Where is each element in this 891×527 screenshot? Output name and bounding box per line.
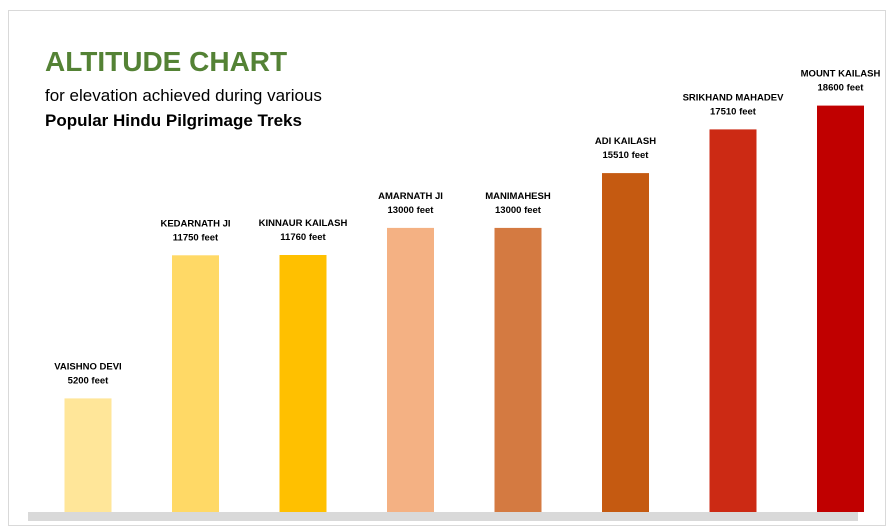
data-label-category-srikhand-mahadev: SRIKHAND MAHADEV — [683, 92, 784, 103]
data-label-value-kinnaur-kailash: 11760 feet — [280, 232, 326, 243]
data-label-category-kinnaur-kailash: KINNAUR KAILASH — [259, 218, 348, 229]
bar-vaishno-devi — [64, 398, 112, 512]
data-label-value-kedarnath-ji: 11750 feet — [173, 232, 219, 243]
bar-kinnaur-kailash — [279, 255, 327, 512]
data-label-value-srikhand-mahadev: 17510 feet — [710, 106, 757, 117]
data-label-category-manimahesh: MANIMAHESH — [485, 191, 551, 202]
chart-subtitle-line-1: for elevation achieved during various — [45, 86, 322, 105]
data-label-category-mount-kailash: MOUNT KAILASH — [801, 69, 881, 80]
data-label-category-vaishno-devi: VAISHNO DEVI — [54, 361, 121, 372]
chart-subtitle-line-2: Popular Hindu Pilgrimage Treks — [45, 111, 302, 130]
bar-manimahesh — [494, 227, 542, 512]
data-label-value-amarnath-ji: 13000 feet — [388, 205, 435, 216]
data-label-value-mount-kailash: 18600 feet — [818, 83, 865, 94]
chart-title: ALTITUDE CHART — [45, 46, 288, 77]
bar-amarnath-ji — [387, 227, 434, 512]
data-label-value-vaishno-devi: 5200 feet — [68, 375, 110, 386]
data-label-category-amarnath-ji: AMARNATH JI — [378, 191, 443, 202]
data-label-value-manimahesh: 13000 feet — [495, 205, 542, 216]
bar-kedarnath-ji — [172, 255, 219, 513]
data-label-category-adi-kailash: ADI KAILASH — [595, 136, 656, 147]
bar-mount-kailash — [817, 105, 864, 512]
chart-frame — [8, 10, 886, 526]
bar-adi-kailash — [602, 173, 649, 512]
x-axis-baseline — [28, 512, 858, 521]
data-label-value-adi-kailash: 15510 feet — [603, 150, 650, 161]
bar-srikhand-mahadev — [709, 129, 757, 512]
data-label-category-kedarnath-ji: KEDARNATH JI — [160, 218, 230, 229]
